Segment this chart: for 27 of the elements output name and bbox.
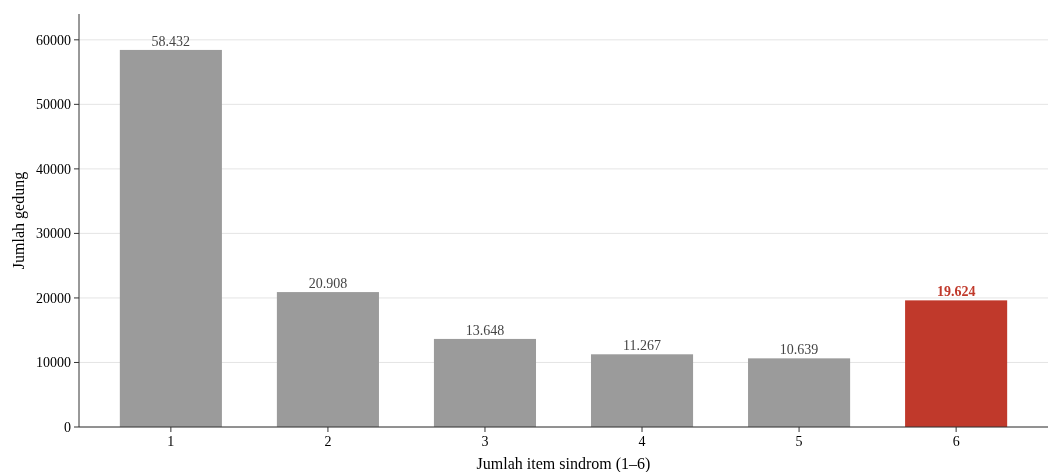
bar [119,49,222,427]
data-label: 19.624 [936,284,976,300]
x-tick-label: 6 [952,434,960,449]
x-tick-label: 3 [481,434,489,449]
y-tick-label: 60000 [36,32,71,48]
y-tick-label: 10000 [36,355,71,371]
y-tick-label: 20000 [36,290,71,306]
data-label: 58.432 [151,33,191,49]
bar [276,292,379,427]
x-tick-label: 4 [638,434,646,449]
y-tick-label: 40000 [36,161,71,177]
x-axis-title: Jumlah item sindrom (1–6) [476,455,651,472]
y-axis-title: Jumlah gedung [10,171,28,270]
x-tick-label: 1 [167,434,175,449]
y-tick-label: 50000 [36,97,71,113]
data-label: 20.908 [308,276,348,292]
y-tick-label: 30000 [36,226,71,242]
y-tick-label: 0 [64,419,71,435]
x-tick-label: 2 [324,434,332,449]
bar [590,354,694,427]
x-tick-label: 5 [795,434,803,449]
data-label: 11.267 [623,338,662,354]
data-label: 10.639 [779,342,819,358]
data-label: 13.648 [465,322,505,338]
bar [748,358,851,427]
bar [905,300,1008,427]
bar [433,338,537,427]
